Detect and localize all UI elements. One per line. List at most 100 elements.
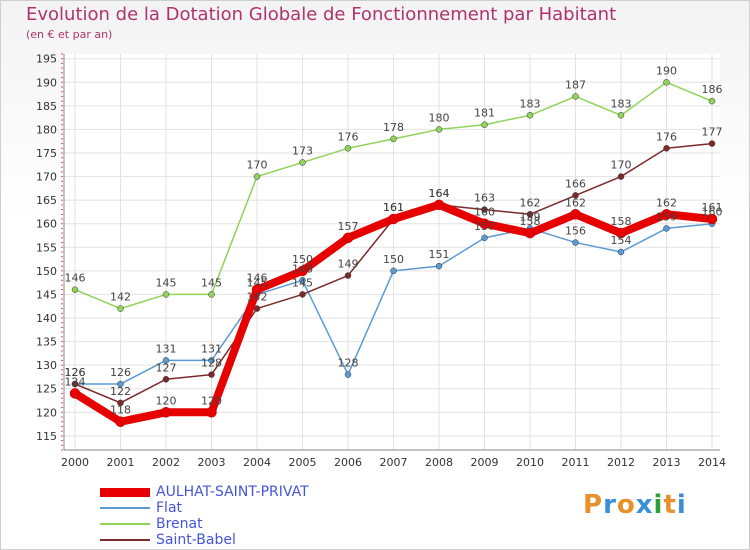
data-label: 162	[520, 196, 541, 209]
data-label: 122	[110, 385, 131, 398]
data-point	[117, 380, 124, 388]
data-label: 186	[702, 83, 723, 96]
data-point	[299, 291, 306, 298]
data-point	[342, 232, 354, 244]
data-point	[526, 112, 534, 119]
data-label: 131	[201, 342, 222, 355]
x-tick-label: 2014	[698, 456, 726, 469]
data-point	[344, 272, 352, 279]
data-label: 149	[338, 258, 359, 271]
data-label: 161	[383, 201, 404, 214]
data-label: 181	[474, 107, 495, 120]
y-tick-label: 170	[36, 171, 57, 184]
data-label: 177	[702, 126, 723, 139]
data-point	[617, 248, 625, 256]
logo-letter: t	[663, 490, 677, 520]
data-label: 128	[201, 357, 222, 370]
chart-subtitle: (en € et par an)	[26, 28, 113, 41]
data-point	[299, 159, 306, 166]
x-tick-label: 2000	[61, 456, 89, 469]
data-label: 160	[474, 206, 495, 219]
data-label: 142	[247, 291, 268, 304]
y-tick-label: 115	[36, 430, 57, 443]
data-label: 154	[611, 234, 632, 247]
data-label: 163	[474, 192, 495, 205]
data-point	[117, 399, 124, 407]
data-label: 170	[247, 159, 268, 172]
y-tick-label: 130	[36, 359, 57, 372]
plot-area	[64, 54, 720, 450]
data-point	[253, 173, 261, 180]
x-tick-label: 2010	[516, 456, 544, 469]
data-label: 162	[656, 196, 677, 209]
data-label: 126	[65, 366, 86, 379]
data-point	[206, 407, 217, 418]
data-point	[388, 213, 399, 225]
data-point	[663, 79, 670, 86]
data-label: 183	[611, 97, 632, 110]
data-label: 159	[520, 210, 541, 223]
data-point	[162, 357, 170, 364]
data-label: 164	[429, 187, 450, 200]
legend-label-brenat: Brenat	[156, 516, 203, 532]
x-tick-label: 2012	[607, 456, 635, 469]
data-point	[390, 267, 397, 275]
data-label: 120	[201, 394, 222, 407]
data-label: 142	[110, 291, 131, 304]
data-label: 176	[656, 130, 677, 143]
data-label: 145	[292, 276, 313, 289]
data-point	[117, 305, 124, 312]
data-point	[663, 225, 670, 232]
data-point	[661, 209, 672, 220]
data-point	[160, 407, 172, 418]
data-label: 161	[383, 201, 404, 214]
data-point	[162, 376, 170, 383]
legend-label-aulhat: AULHAT-SAINT-PRIVAT	[156, 484, 309, 500]
data-label: 190	[656, 64, 677, 77]
logo-letter: P	[583, 490, 604, 520]
y-tick-label: 160	[36, 218, 57, 231]
data-label: 148	[292, 262, 313, 275]
x-tick-label: 2006	[334, 456, 362, 469]
data-point	[208, 371, 215, 378]
data-label: 146	[65, 272, 86, 285]
data-label: 158	[520, 215, 541, 228]
data-label: 157	[338, 220, 359, 233]
logo-letter: i	[653, 490, 664, 520]
data-point	[663, 145, 670, 152]
data-label: 150	[292, 253, 313, 266]
data-point	[435, 126, 443, 133]
legend-swatch-flat	[100, 507, 150, 509]
data-point	[524, 227, 536, 239]
x-tick-label: 2013	[653, 456, 681, 469]
data-point	[344, 145, 352, 152]
logo-letter: o	[616, 490, 636, 520]
data-label: 173	[292, 144, 313, 157]
data-label: 156	[565, 225, 586, 238]
data-point	[435, 262, 443, 270]
x-tick-label: 2008	[425, 456, 453, 469]
x-tick-label: 2001	[107, 456, 135, 469]
data-label: 128	[338, 357, 359, 370]
data-label: 127	[156, 361, 177, 374]
data-point	[572, 192, 579, 199]
data-label: 126	[110, 366, 131, 379]
data-point	[71, 380, 79, 388]
y-tick-label: 195	[36, 53, 57, 66]
logo-letter: r	[603, 490, 617, 520]
x-tick-label: 2004	[243, 456, 271, 469]
y-tick-label: 180	[36, 123, 57, 136]
data-label: 178	[383, 121, 404, 134]
data-label: 183	[520, 97, 541, 110]
legend-swatch-brenat	[100, 523, 150, 525]
data-point	[344, 371, 352, 378]
data-label: 160	[702, 206, 723, 219]
legend-swatch-aulhat	[100, 488, 150, 497]
data-point	[481, 234, 488, 242]
data-label: 145	[247, 276, 268, 289]
y-tick-label: 155	[36, 241, 57, 254]
y-tick-label: 175	[36, 147, 57, 160]
data-point	[208, 291, 215, 298]
y-tick-label: 190	[36, 76, 57, 89]
